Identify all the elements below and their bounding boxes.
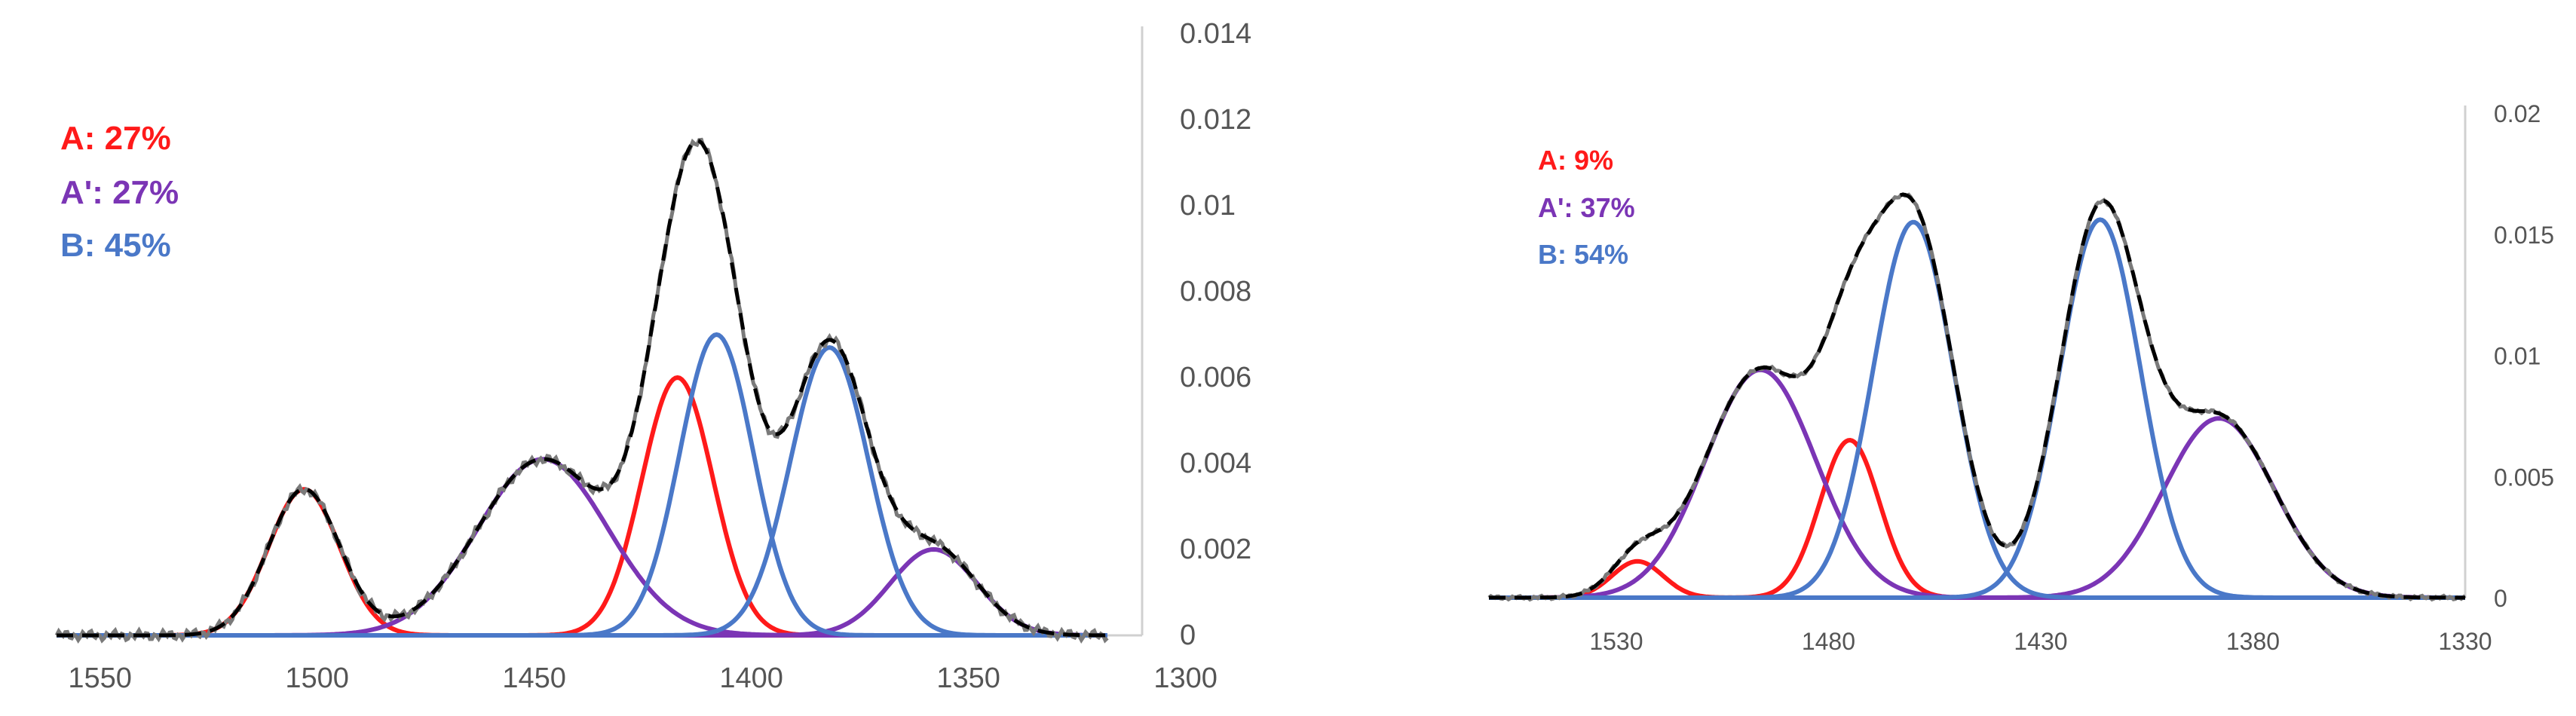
y-tick-label: 0.005	[2494, 464, 2554, 491]
peak-a-2	[57, 375, 1107, 638]
peak-a-1	[57, 487, 1107, 638]
peak-aprime-1	[57, 457, 1107, 638]
y-tick-label: 0.015	[2494, 222, 2554, 249]
y-tick-label: 0.012	[1180, 104, 1251, 136]
y-tick-label: 0.006	[1180, 362, 1251, 393]
x-tick-label: 1480	[1802, 628, 1855, 655]
x-tick-label: 1550	[68, 662, 132, 694]
experimental-spectrum-line	[1487, 191, 2467, 602]
x-tick-label: 1350	[936, 662, 1000, 694]
peak-aprime-2	[57, 546, 1107, 638]
y-tick-label: 0.008	[1180, 276, 1251, 308]
x-tick-label: 1430	[2014, 628, 2067, 655]
y-tick-label: 0.01	[1180, 190, 1236, 222]
x-tick-label: 1300	[1153, 662, 1218, 694]
peak-aprime-2	[1489, 416, 2465, 600]
legend-label: A': 27%	[60, 174, 179, 211]
y-tick-label: 0.01	[2494, 343, 2541, 370]
x-tick-label: 1400	[719, 662, 783, 694]
x-tick-label: 1500	[285, 662, 349, 694]
legend-label: B: 45%	[60, 227, 171, 264]
right-spectrum-chart: 0 0.005 0.01 0.015 0.02 1530 1480 1430 1380 1330 A…	[1487, 100, 2554, 655]
y-tick-label: 0.014	[1180, 18, 1251, 50]
y-tick-label: 0.002	[1180, 534, 1251, 565]
experimental-spectrum-line	[54, 137, 1109, 644]
y-tick-label: 0.004	[1180, 448, 1251, 479]
peak-b-2	[57, 345, 1107, 638]
y-tick-label: 0.02	[2494, 100, 2541, 127]
legend-label: A: 9%	[1538, 145, 1613, 176]
x-tick-label: 1530	[1589, 628, 1643, 655]
y-tick-label: 0	[2494, 585, 2507, 612]
legend-label: A: 27%	[60, 120, 171, 157]
x-tick-label: 1330	[2438, 628, 2492, 655]
fit-sum-dashed-line	[1489, 192, 2465, 600]
legend-label: A': 37%	[1538, 192, 1635, 223]
y-tick-label: 0	[1180, 620, 1196, 651]
peak-b-2	[1489, 217, 2465, 600]
x-tick-label: 1380	[2226, 628, 2280, 655]
legend-label: B: 54%	[1538, 239, 1628, 270]
fit-sum-dashed-line	[57, 139, 1107, 638]
peak-a-2	[1489, 437, 2465, 600]
left-spectrum-chart: 0 0.002 0.004 0.006 0.008 0.01 0.012 0.014 1550 1…	[54, 18, 1251, 694]
x-tick-label: 1450	[502, 662, 566, 694]
